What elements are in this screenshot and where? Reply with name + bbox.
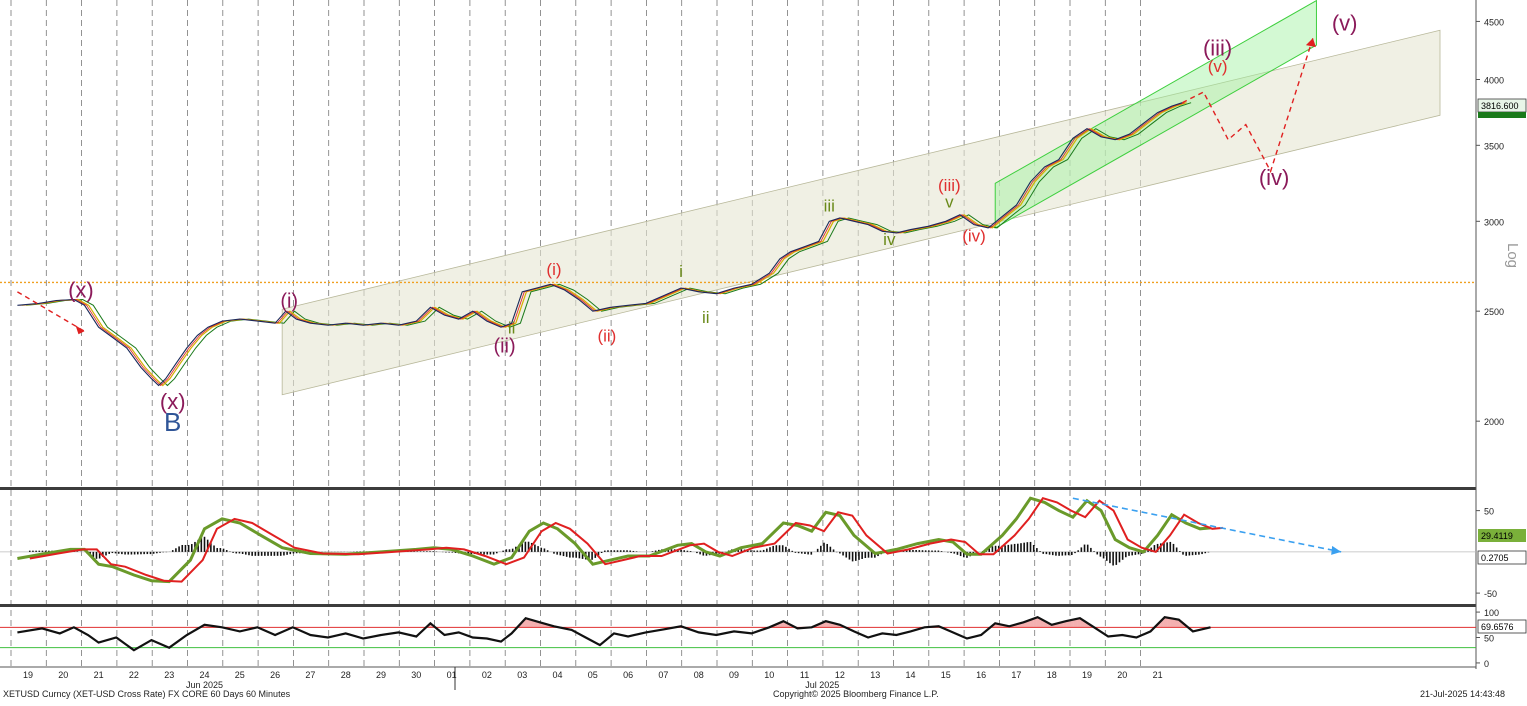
x-tick-label: 09: [729, 670, 739, 680]
panel-separator-2: [0, 604, 1476, 607]
pre-trend-arrowhead: [75, 325, 85, 335]
price-ma-fast: [19, 102, 1185, 387]
wave-label: iv: [883, 230, 896, 249]
rsi-y-tick-label: 100: [1484, 608, 1499, 618]
price-y-tick-label: 3000: [1484, 217, 1504, 227]
x-tick-label: 28: [341, 670, 351, 680]
wave-label: (iv): [962, 226, 986, 245]
x-tick-label: 30: [411, 670, 421, 680]
x-tick-label: 21: [94, 670, 104, 680]
panel-separator-1: [0, 487, 1476, 490]
wave-label: (ii): [493, 335, 515, 357]
price-y-tick-label: 4000: [1484, 75, 1504, 85]
x-tick-label: 13: [870, 670, 880, 680]
wave-label: ii: [508, 318, 516, 337]
footer-instrument: XETUSD Curncy (XET-USD Cross Rate) FX CO…: [3, 689, 291, 699]
rsi-value-box: [1477, 619, 1527, 634]
price-ma-slow: [26, 102, 1192, 387]
x-tick-label: 01: [447, 670, 457, 680]
x-tick-label: 19: [1082, 670, 1092, 680]
month-label: Jun 2025: [186, 680, 223, 690]
last-price-ma-box: [1478, 112, 1526, 118]
wave-label: iii: [824, 197, 835, 216]
x-tick-label: 15: [941, 670, 951, 680]
x-tick-label: 14: [905, 670, 915, 680]
x-tick-label: 23: [164, 670, 174, 680]
osc-value-label-2: 0.2705: [1481, 553, 1509, 563]
wave-label: (v): [1332, 10, 1358, 35]
x-tick-label: 04: [552, 670, 562, 680]
price-y-tick-label: 3500: [1484, 141, 1504, 151]
osc-value-box-2: [1477, 550, 1527, 565]
footer-timestamp: 21-Jul-2025 14:43:48: [1420, 689, 1506, 699]
osc-value-box-1: [1478, 529, 1526, 542]
price-ma-mid: [21, 102, 1187, 387]
rsi-value-label: 69.6576: [1481, 622, 1514, 632]
price-y-tick-label: 2500: [1484, 307, 1504, 317]
x-tick-label: 20: [1117, 670, 1127, 680]
wave-label: (iii): [1203, 35, 1232, 60]
divergence-arrowhead: [1331, 545, 1342, 555]
x-tick-label: 16: [976, 670, 986, 680]
wave-label: (iii): [938, 176, 961, 195]
divergence-arrow: [1072, 497, 1342, 553]
wave-label: v: [945, 193, 954, 212]
osc-y-tick-label: -50: [1484, 589, 1497, 599]
wave-label: (v): [1208, 57, 1228, 76]
x-tick-label: 12: [835, 670, 845, 680]
x-tick-label: 11: [800, 670, 809, 680]
month-label: Jul 2025: [805, 680, 839, 690]
wave-label: (ii): [597, 327, 616, 346]
x-tick-label: 27: [305, 670, 315, 680]
pre-trend-arrow: [17, 291, 85, 332]
wave-label: ii: [702, 308, 710, 327]
wave-label: B: [164, 407, 181, 437]
wave-label: (x): [68, 278, 94, 303]
projection-arrowhead: [1305, 38, 1316, 48]
wave-label: (iv): [1259, 165, 1290, 190]
wave-label: (i): [280, 290, 298, 312]
x-tick-label: 29: [376, 670, 386, 680]
x-tick-label: 08: [694, 670, 704, 680]
x-tick-label: 25: [235, 670, 245, 680]
rsi-panel: [0, 615, 1476, 652]
x-tick-label: 21: [1153, 670, 1163, 680]
x-tick-label: 05: [588, 670, 598, 680]
x-tick-label: 22: [129, 670, 139, 680]
x-tick-label: 26: [270, 670, 280, 680]
price-line: [17, 102, 1183, 387]
osc-fast-line: [17, 496, 1211, 584]
x-tick-label: 03: [517, 670, 527, 680]
projection-path: [1181, 37, 1314, 174]
last-price-label: 3816.600: [1481, 101, 1519, 111]
osc-y-tick-label: 50: [1484, 507, 1494, 517]
wave-label: (x): [160, 389, 186, 414]
outer-channel: [281, 29, 1441, 396]
price-y-tick-label: 2000: [1484, 417, 1504, 427]
wave-label: i: [679, 262, 683, 281]
rsi-line: [17, 615, 1211, 652]
footer-copyright: Copyright© 2025 Bloomberg Finance L.P.: [773, 689, 939, 699]
rsi-y-tick-label: 50: [1484, 634, 1494, 644]
x-tick-label: 02: [482, 670, 492, 680]
osc-value-label-1: 29.4119: [1481, 531, 1513, 541]
wave-label: (i): [546, 260, 561, 279]
price-panel: [0, 0, 1476, 396]
x-tick-label: 06: [623, 670, 633, 680]
x-tick-label: 18: [1047, 670, 1057, 680]
oscillator-panel: [0, 496, 1476, 584]
log-scale-label: Log: [1504, 243, 1521, 268]
x-tick-label: 20: [58, 670, 68, 680]
x-tick-label: 24: [199, 670, 209, 680]
price-y-tick-label: 4500: [1484, 17, 1504, 27]
x-tick-label: 19: [23, 670, 33, 680]
rsi-y-tick-label: 0: [1484, 659, 1489, 669]
x-tick-label: 07: [658, 670, 668, 680]
x-tick-label: 10: [764, 670, 774, 680]
osc-slow-line: [29, 497, 1223, 583]
x-tick-label: 17: [1011, 670, 1021, 680]
